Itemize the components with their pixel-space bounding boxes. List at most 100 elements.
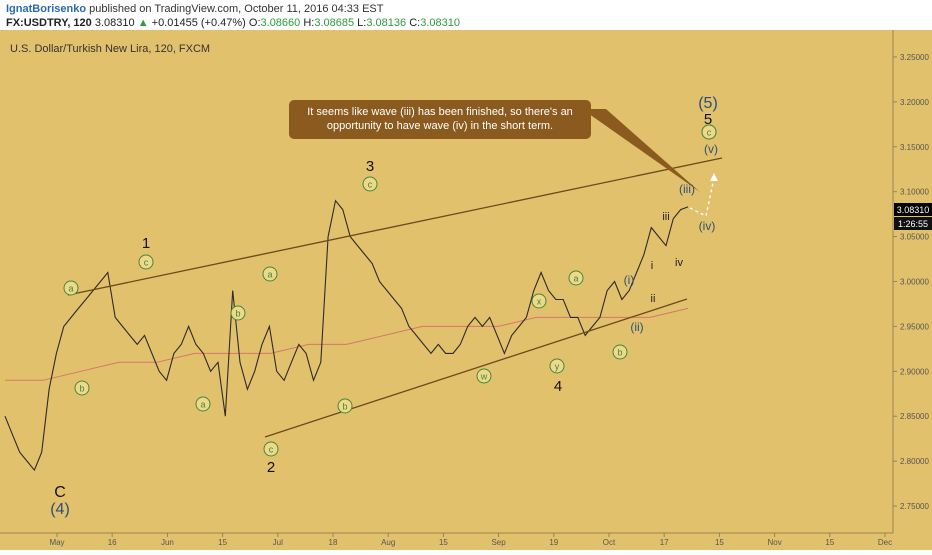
subwave-badge <box>63 280 79 296</box>
chart-area[interactable]: U.S. Dollar/Turkish New Lira, 120, FXCM … <box>0 30 932 550</box>
subwave-badge-label: b <box>342 402 347 412</box>
subwave-badge-label: b <box>235 309 240 319</box>
x-tick-label: 17 <box>660 538 669 547</box>
y-tick-label: 2.90000 <box>900 367 929 376</box>
x-tick-label: Aug <box>381 538 395 547</box>
low-value: 3.08136 <box>366 17 407 29</box>
wave-label-5: 5 <box>704 111 712 128</box>
subwave-badge <box>362 176 378 192</box>
up-arrow-icon: ▲ <box>137 17 149 29</box>
subwave-badge <box>531 293 547 309</box>
x-tick-label: Jul <box>273 538 283 547</box>
x-tick-label: Nov <box>767 538 781 547</box>
subwave-badge <box>138 254 154 270</box>
subwave-badge-label: a <box>573 274 578 284</box>
subwave-badge-label: c <box>144 258 149 268</box>
wave-label-ii-sub: ii <box>651 293 656 305</box>
x-tick-label: 15 <box>439 538 448 547</box>
subwave-badge-label: w <box>480 372 488 382</box>
time-tag-label: 1:26:55 <box>898 219 928 229</box>
subwave-badge <box>701 124 717 140</box>
x-tick-label: 15 <box>715 538 724 547</box>
x-axis-ticks: May 16 Jun 15 Jul 18 Aug 15 Sep 19 Oct 17 15 Nov 15 Dec <box>49 533 892 547</box>
chart-header: IgnatBorisenko published on TradingView.… <box>0 0 932 30</box>
y-tick-label: 2.80000 <box>900 457 929 466</box>
y-tick-label: 2.75000 <box>900 502 929 511</box>
projection-arrow <box>689 177 715 217</box>
subwave-badge <box>230 305 246 321</box>
x-tick-label: 16 <box>108 538 117 547</box>
y-tick-label: 3.05000 <box>900 233 929 242</box>
y-tick-label: 2.85000 <box>900 412 929 421</box>
wave-label-3: 3 <box>366 158 374 175</box>
wave-label-iii-sub: iii <box>662 211 669 223</box>
subwave-badge-label: b <box>617 348 622 358</box>
close-label: C: <box>409 17 421 29</box>
y-axis-ticks: 3.25000 3.20000 3.15000 3.10000 3.05000 3.000… <box>893 53 929 511</box>
wave-label-4: 4 <box>554 378 562 395</box>
subwave-badge-label: y <box>555 362 560 372</box>
price-tag <box>894 203 932 216</box>
wave-label-i-sub: i <box>651 260 653 272</box>
subwave-badge-label: a <box>200 400 205 410</box>
subwave-badge <box>549 358 565 374</box>
subwave-badge <box>195 396 211 412</box>
change-value: +0.01455 (+0.47%) <box>151 17 246 29</box>
callout-pointer <box>582 109 700 192</box>
y-tick-label: 3.15000 <box>900 143 929 152</box>
x-tick-label: 18 <box>329 538 338 547</box>
symbol-label: FX:USDTRY, 120 <box>6 17 92 29</box>
projection-arrowhead-icon <box>710 173 718 181</box>
price-layer <box>4 199 689 472</box>
channel-upper-line[interactable] <box>67 157 723 296</box>
wave-label-4-major: (4) <box>50 501 70 518</box>
y-tick-label: 3.25000 <box>900 53 929 62</box>
last-price: 3.08310 <box>94 17 135 29</box>
x-tick-label: 15 <box>825 538 834 547</box>
analysis-callout: It seems like wave (iii) has been finish… <box>289 100 591 139</box>
y-tick-label: 3.00000 <box>900 278 929 287</box>
subwave-badge-label: a <box>267 270 272 280</box>
subwave-badge <box>263 441 279 457</box>
close-value: 3.08310 <box>420 17 460 29</box>
wave-label-ii-minor: (ii) <box>630 320 643 334</box>
time-tag <box>894 217 932 230</box>
wave-label-c-major: C <box>54 484 66 501</box>
open-label: O: <box>248 17 261 29</box>
author-link[interactable]: IgnatBorisenko <box>6 3 87 15</box>
ohlc-line: FX:USDTRY, 120 3.08310 ▲ +0.01455 (+0.47… <box>6 17 460 29</box>
wave-label-iv-sub: iv <box>675 257 683 269</box>
y-tick-label: 3.20000 <box>900 98 929 107</box>
high-value: 3.08685 <box>314 17 355 29</box>
x-tick-label: 19 <box>549 538 558 547</box>
channel-lower-line[interactable] <box>264 298 688 438</box>
subwave-badge <box>612 344 628 360</box>
subwave-badge-label: a <box>68 284 73 294</box>
x-tick-label: Oct <box>603 538 616 547</box>
subwave-badge <box>568 270 584 286</box>
subwave-badge <box>476 368 492 384</box>
x-tick-label: 15 <box>218 538 227 547</box>
high-label: H: <box>303 17 315 29</box>
x-tick-label: May <box>49 538 64 547</box>
wave-label-i-minor: (i) <box>624 273 635 287</box>
wave-label-5-major: (5) <box>698 95 718 112</box>
y-tick-label: 2.95000 <box>900 322 929 331</box>
subwave-badge-label: x <box>537 297 542 307</box>
subwave-badge <box>262 266 278 282</box>
chart-title: U.S. Dollar/Turkish New Lira, 120, FXCM <box>10 43 210 55</box>
publish-info: published on TradingView.com, October 11… <box>89 3 384 15</box>
subwave-badge <box>337 398 353 414</box>
wave-label-v-minor: (v) <box>704 142 718 156</box>
price-tag-label: 3.08310 <box>897 205 930 215</box>
wave-label-iv-minor: (iv) <box>699 219 716 233</box>
subwave-badge <box>74 380 90 396</box>
wave-label-1: 1 <box>142 235 150 252</box>
publish-line: IgnatBorisenko published on TradingView.… <box>6 3 383 15</box>
y-tick-label: 3.10000 <box>900 188 929 197</box>
subwave-badges: abcabaccbcwxyabc <box>63 124 717 457</box>
open-value: 3.08660 <box>260 17 301 29</box>
subwave-badge-label: b <box>79 384 84 394</box>
price-line <box>4 199 689 472</box>
